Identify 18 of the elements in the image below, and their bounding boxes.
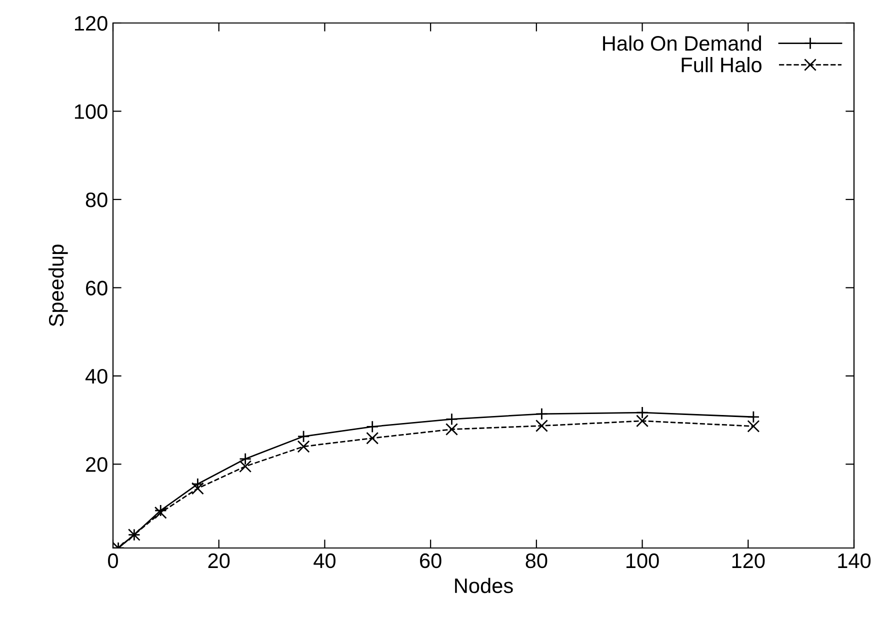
x-tick-label: 0: [108, 553, 118, 568]
y-axis-title: Speedup: [48, 244, 68, 326]
legend-label: Full Halo: [682, 57, 762, 72]
y-tick-label: 100: [74, 104, 108, 119]
x-tick-label: 60: [420, 553, 442, 568]
y-tick-label: 20: [86, 457, 108, 472]
x-tick-label: 80: [526, 553, 548, 568]
x-tick-label: 120: [732, 553, 765, 568]
x-tick-label: 20: [208, 553, 230, 568]
y-tick-label: 60: [86, 280, 108, 296]
y-tick-label: 80: [86, 192, 108, 208]
y-tick-label: 40: [85, 368, 108, 384]
y-tick-label: 120: [74, 16, 108, 31]
legend-label: Halo On Demand: [603, 36, 761, 51]
x-tick-label: 100: [626, 553, 659, 568]
x-tick-label: 140: [838, 553, 871, 568]
x-axis-title: Nodes: [455, 578, 513, 594]
x-tick-label: 40: [314, 553, 336, 568]
